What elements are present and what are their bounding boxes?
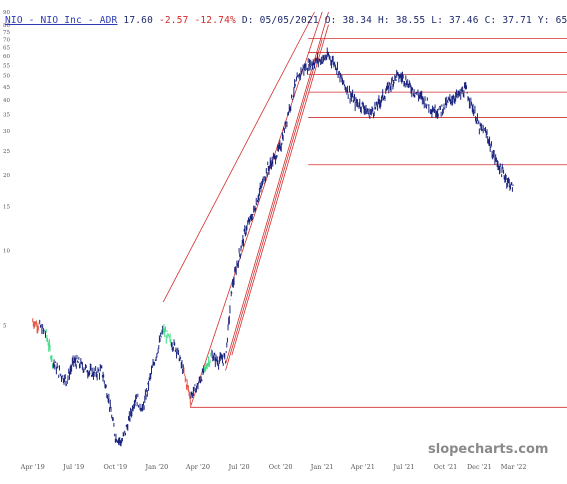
x-tick-label: Jan '21 (310, 463, 334, 471)
bar-close: C: 37.71 (484, 15, 532, 26)
x-tick-label: Oct '19 (103, 463, 127, 471)
x-tick-label: Jul '21 (392, 463, 414, 471)
y-tick-label: 10 (3, 248, 10, 254)
x-tick-label: Jan '20 (144, 463, 168, 471)
trendline (189, 11, 323, 408)
trendline (225, 11, 329, 365)
quote-header: NIO - NIO Inc - ADR 17.60 -2.57 -12.74% … (5, 15, 567, 26)
bar-open: O: 38.34 (324, 15, 373, 26)
x-tick-label: Apr '19 (20, 463, 45, 471)
symbol-link[interactable]: NIO - NIO Inc - ADR (5, 15, 118, 26)
y-tick-label: 60 (3, 54, 10, 60)
bar-date: D: 05/05/2021 (241, 15, 319, 26)
y-tick-label: 50 (3, 74, 10, 80)
x-tick-label: Oct '21 (434, 463, 458, 471)
y-tick-label: 45 (3, 85, 10, 91)
price-bars (32, 47, 514, 447)
y-tick-label: 5 (3, 323, 7, 329)
y-tick-label: 65 (3, 45, 10, 51)
horizontal-levels (190, 38, 567, 408)
trendline (162, 11, 315, 303)
y-tick-label: 40 (3, 98, 10, 104)
x-tick-label: Jul '20 (228, 463, 250, 471)
bar-low: L: 37.46 (431, 15, 479, 26)
y-tick-label: 30 (3, 129, 10, 135)
trendline (231, 24, 329, 356)
y-tick-label: 90 (3, 10, 10, 16)
y-tick-label: 75 (3, 30, 10, 36)
y-tick-label: 70 (3, 37, 10, 43)
y-tick-label: 15 (3, 204, 10, 210)
y-tick-label: 35 (3, 112, 10, 118)
y-tick-label: 25 (3, 149, 10, 155)
x-tick-label: Apr '21 (350, 463, 375, 471)
bar-high: H: 38.55 (378, 15, 426, 26)
watermark: slopecharts.com (428, 442, 549, 457)
x-axis: Apr '19 Jul '19 Oct '19 Jan '20 Apr '20 Jul '… (20, 463, 527, 471)
x-tick-label: Oct '20 (269, 463, 293, 471)
y-tick-label: 20 (3, 173, 10, 179)
x-tick-label: Jul '19 (62, 463, 84, 471)
last-price: 17.60 (123, 15, 154, 26)
x-tick-label: Dec '21 (467, 463, 492, 471)
price-change-pct: -12.74% (194, 15, 236, 26)
trendline (225, 39, 323, 371)
y-tick-label: 55 (3, 63, 10, 69)
x-tick-label: Mar '22 (501, 463, 527, 471)
x-tick-label: Apr '20 (185, 463, 210, 471)
price-change: -2.57 (158, 15, 189, 26)
bar-y: Y: 65.33 (537, 15, 567, 26)
y-tick-label: 80 (3, 23, 10, 29)
